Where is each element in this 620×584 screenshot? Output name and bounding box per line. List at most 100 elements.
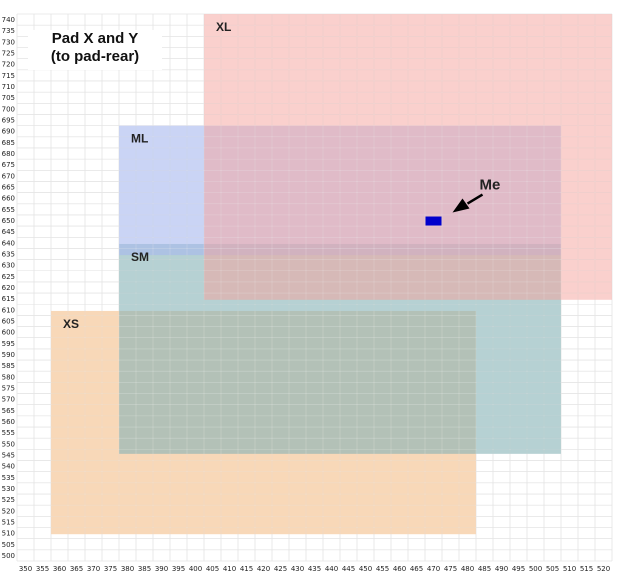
region-xl: [204, 14, 612, 300]
x-tick-label: 395: [172, 565, 185, 573]
region-label-xl: XL: [216, 20, 231, 34]
x-tick-label: 365: [70, 565, 83, 573]
y-tick-label: 630: [2, 262, 15, 270]
y-tick-label: 595: [2, 340, 15, 348]
y-tick-label: 645: [2, 228, 15, 236]
y-tick-label: 560: [2, 418, 15, 426]
y-tick-label: 625: [2, 273, 15, 281]
x-tick-label: 485: [478, 565, 491, 573]
x-tick-label: 495: [512, 565, 525, 573]
x-tick-label: 515: [580, 565, 593, 573]
x-tick-label: 415: [240, 565, 253, 573]
x-tick-label: 510: [563, 565, 576, 573]
x-tick-label: 435: [308, 565, 321, 573]
y-tick-label: 735: [2, 27, 15, 35]
x-tick-label: 420: [257, 565, 270, 573]
x-tick-label: 520: [597, 565, 610, 573]
y-tick-label: 655: [2, 206, 15, 214]
y-tick-label: 550: [2, 440, 15, 448]
y-tick-label: 730: [2, 38, 15, 46]
y-tick-label: 555: [2, 429, 15, 437]
y-tick-label: 600: [2, 329, 15, 337]
y-tick-label: 705: [2, 94, 15, 102]
y-tick-label: 690: [2, 128, 15, 136]
x-tick-label: 390: [155, 565, 168, 573]
y-tick-label: 695: [2, 117, 15, 125]
x-tick-label: 460: [393, 565, 406, 573]
y-tick-label: 635: [2, 251, 15, 259]
y-tick-label: 540: [2, 463, 15, 471]
region-label-ml: ML: [131, 132, 148, 146]
y-tick-label: 510: [2, 530, 15, 538]
me-label: Me: [480, 177, 501, 194]
y-tick-label: 650: [2, 217, 15, 225]
x-tick-label: 370: [87, 565, 100, 573]
y-tick-label: 565: [2, 407, 15, 415]
y-tick-label: 580: [2, 373, 15, 381]
me-arrow-head: [452, 198, 470, 213]
y-tick-label: 570: [2, 396, 15, 404]
y-tick-label: 700: [2, 105, 15, 113]
y-tick-label: 675: [2, 161, 15, 169]
me-marker: Me: [425, 177, 501, 226]
region-label-xs: XS: [63, 317, 79, 331]
y-tick-label: 500: [2, 552, 15, 560]
size-regions: [51, 14, 612, 535]
x-tick-label: 350: [19, 565, 32, 573]
y-tick-label: 520: [2, 507, 15, 515]
y-tick-label: 575: [2, 384, 15, 392]
x-tick-label: 380: [121, 565, 134, 573]
region-label-sm: SM: [131, 250, 149, 264]
y-tick-label: 710: [2, 83, 15, 91]
x-tick-label: 500: [529, 565, 542, 573]
y-tick-label: 620: [2, 284, 15, 292]
x-tick-label: 360: [53, 565, 66, 573]
y-tick-label: 680: [2, 150, 15, 158]
y-tick-label: 715: [2, 72, 15, 80]
y-tick-label: 585: [2, 362, 15, 370]
y-tick-label: 610: [2, 306, 15, 314]
x-tick-label: 470: [427, 565, 440, 573]
y-tick-label: 590: [2, 351, 15, 359]
x-tick-label: 425: [274, 565, 287, 573]
x-axis-ticks: 350 355 360 365 370 375 380 385 390 395 400 405 410 4…: [19, 565, 610, 573]
y-tick-label: 685: [2, 139, 15, 147]
y-tick-label: 725: [2, 50, 15, 58]
x-tick-label: 430: [291, 565, 304, 573]
chart-title: Pad X and Y: [51, 30, 139, 47]
y-tick-label: 505: [2, 541, 15, 549]
x-tick-label: 455: [376, 565, 389, 573]
y-tick-label: 515: [2, 518, 15, 526]
y-axis-ticks: 500 505 510 515 520 525 530 535 540 545 550 555 560 5…: [2, 16, 15, 560]
y-tick-label: 665: [2, 184, 15, 192]
x-tick-label: 475: [444, 565, 457, 573]
x-tick-label: 355: [36, 565, 49, 573]
grid-lines-overlay: [16, 13, 613, 562]
region-labels: XS SM ML XL: [63, 20, 231, 331]
y-tick-label: 720: [2, 61, 15, 69]
y-tick-label: 525: [2, 496, 15, 504]
x-tick-label: 405: [206, 565, 219, 573]
x-tick-label: 410: [223, 565, 236, 573]
chart-title-box: Pad X and Y (to pad-rear): [28, 30, 162, 70]
y-tick-label: 535: [2, 474, 15, 482]
x-tick-label: 400: [189, 565, 202, 573]
y-tick-label: 545: [2, 451, 15, 459]
x-tick-label: 465: [410, 565, 423, 573]
y-tick-label: 605: [2, 317, 15, 325]
x-tick-label: 490: [495, 565, 508, 573]
x-tick-label: 480: [461, 565, 474, 573]
y-tick-label: 740: [2, 16, 15, 24]
x-tick-label: 440: [325, 565, 338, 573]
x-tick-label: 450: [359, 565, 372, 573]
x-tick-label: 385: [138, 565, 151, 573]
y-tick-label: 615: [2, 295, 15, 303]
y-tick-label: 660: [2, 195, 15, 203]
chart-subtitle: (to pad-rear): [50, 48, 140, 65]
y-tick-label: 530: [2, 485, 15, 493]
y-tick-label: 670: [2, 172, 15, 180]
x-tick-label: 505: [546, 565, 559, 573]
x-tick-label: 375: [104, 565, 117, 573]
x-tick-label: 445: [342, 565, 355, 573]
